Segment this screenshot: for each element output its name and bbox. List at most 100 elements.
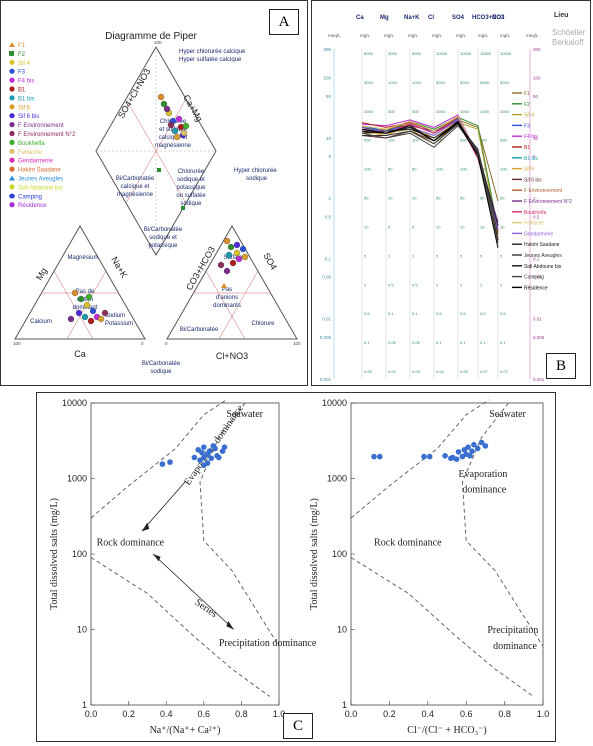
schoeller-col-tick: 5 <box>500 253 503 258</box>
zone-chl-na-1: Chlorurée <box>178 169 205 175</box>
schoeller-legend-label: F Environnement <box>524 188 563 194</box>
schoeller-series-line <box>362 123 499 235</box>
schoeller-left-tick: 0.5 <box>325 214 332 219</box>
schoeller-col-tick: 50 <box>436 196 441 201</box>
gibbs-data-point <box>201 454 207 461</box>
schoeller-legend-item: F Environnement <box>512 188 563 194</box>
gibbs-x-tick-label: 0.0 <box>345 709 358 719</box>
schoeller-legend-label: Sif 6 <box>524 167 534 173</box>
schoeller-col-tick: 0.1 <box>500 340 506 345</box>
axis-na-k: Na+K <box>109 255 129 280</box>
schoeller-title-2: Berkaloff <box>552 38 584 47</box>
schoeller-col-tick: 10 <box>500 224 505 229</box>
gibbs-x-tick-label: 0.8 <box>498 709 511 719</box>
schoeller-unit: mg/L <box>408 33 419 38</box>
piper-sample-point <box>67 315 75 323</box>
schoeller-legend-label: Boukhelfa <box>524 210 546 216</box>
legend-marker-circle <box>9 184 15 190</box>
gibbs-arrow-series <box>152 553 235 630</box>
legend-marker-triangle <box>9 42 15 47</box>
schoeller-col-tick: 5 <box>460 253 463 258</box>
piper-sample-point <box>175 115 183 123</box>
piper-legend-item: Sif 4 <box>9 59 31 67</box>
panel-label-b: B <box>546 353 576 379</box>
gibbs-data-point <box>167 459 173 465</box>
schoeller-col-tick: 5 <box>436 253 439 258</box>
schoeller-legend-item: Sif 4 <box>512 113 534 119</box>
piper-sample-point <box>233 249 241 257</box>
schoeller-legend-item: Sif 6 <box>512 167 534 173</box>
legend-marker-triangle <box>9 175 15 181</box>
schoeller-col-tick: 500 <box>412 109 419 114</box>
legend-marker-circle <box>9 157 15 163</box>
schoeller-column-label: Cl <box>428 15 434 21</box>
schoeller-col-tick: 1000 <box>364 109 374 114</box>
schoeller-legend-item: B1 <box>512 145 530 151</box>
legend-marker-circle <box>9 139 15 145</box>
tick-left-100: 100 <box>13 341 21 346</box>
schoeller-col-tick: 10000 <box>480 51 492 56</box>
schoeller-col-tick: 0.05 <box>460 369 469 374</box>
schoeller-col-tick: 3000 <box>388 51 398 56</box>
piper-sample-point <box>182 122 190 130</box>
piper-sample-point <box>223 237 231 245</box>
piper-legend-item: Sif 6 <box>9 104 31 111</box>
schoeller-left-tick: 0.05 <box>322 275 331 280</box>
piper-legend-label: Felliache <box>18 150 43 156</box>
schoeller-col-tick: 5 <box>480 253 483 258</box>
schoeller-left-tick: 1 <box>328 196 331 201</box>
schoeller-col-tick: 5 <box>364 253 367 258</box>
piper-legend-label: F2 <box>18 52 26 58</box>
zone-bicarb-na-2: sodique et <box>149 235 177 241</box>
gibbs-y-axis-label: Total dissolved salts (mg/L) <box>49 498 60 610</box>
piper-legend-item: F2 <box>9 50 26 58</box>
schoeller-col-tick: 0.1 <box>480 340 486 345</box>
piper-sample-point <box>83 301 91 309</box>
schoeller-col-tick: 1 <box>388 253 391 258</box>
piper-sample-point <box>229 259 237 267</box>
piper-legend-item: F Environnement <box>9 122 64 129</box>
schoeller-col-tick: 0.07 <box>480 369 489 374</box>
gibbs-plot-frame <box>90 402 280 706</box>
schoeller-col-tick: 10 <box>364 224 369 229</box>
gibbs-x-tick-label: 0.4 <box>160 709 173 719</box>
schoeller-col-tick: 50 <box>388 167 393 172</box>
piper-legend-item: Boukhelfa <box>9 139 45 147</box>
schoeller-right-tick: 100 <box>533 76 541 81</box>
gibbs-data-point <box>455 449 462 455</box>
anion-guide-2 <box>218 270 259 340</box>
zone-chl-na-4: ou sulfatée <box>176 193 206 199</box>
schoeller-col-tick: 5 <box>388 224 391 229</box>
piper-legend-label: Sidi Abdoune bis <box>18 185 63 191</box>
schoeller-col-tick: 10 <box>460 224 465 229</box>
zone-bicarb-ca-2: calcique et <box>121 184 150 190</box>
schoeller-col-tick: 0.1 <box>388 311 394 316</box>
gibbs-annotation-series: Series <box>193 597 219 620</box>
schoeller-col-tick: 100 <box>480 167 487 172</box>
gibbs-envelope-upper <box>90 399 227 519</box>
piper-legend-item: Sidi Abdoune bis <box>9 184 63 191</box>
schoeller-col-tick: 0.5 <box>460 311 466 316</box>
piper-legend-item: Sif 6 bis <box>9 113 39 120</box>
schoeller-col-tick: 500 <box>436 138 443 143</box>
legend-marker-circle <box>9 122 15 128</box>
gibbs-arrowhead <box>226 620 234 630</box>
schoeller-right-tick: 0.5 <box>533 214 540 219</box>
gibbs-y-tick-label: 1000 <box>67 474 87 484</box>
piper-sample-point <box>227 243 235 251</box>
schoeller-col-tick: 500 <box>480 138 487 143</box>
piper-sample-point <box>217 261 225 269</box>
gibbs-data-point <box>208 455 215 462</box>
schoeller-lines <box>361 114 499 249</box>
schoeller-legend-label: Felliache <box>524 221 544 227</box>
schoeller-col-tick: 1000 <box>480 109 490 114</box>
gibbs-envelope-lower <box>350 557 534 697</box>
schoeller-left-tick: 50 <box>326 94 332 99</box>
schoeller-col-tick: 100 <box>412 138 419 143</box>
schoeller-left-tick: 0.1 <box>325 256 332 261</box>
schoeller-unit: mg/L <box>456 33 467 38</box>
schoeller-series-line <box>361 120 499 241</box>
schoeller-unit: mg/L <box>432 33 443 38</box>
legend-marker-circle <box>9 148 15 154</box>
gibbs-x-axis-label: Na⁺/(Na⁺+ Ca²⁺) <box>150 725 221 736</box>
